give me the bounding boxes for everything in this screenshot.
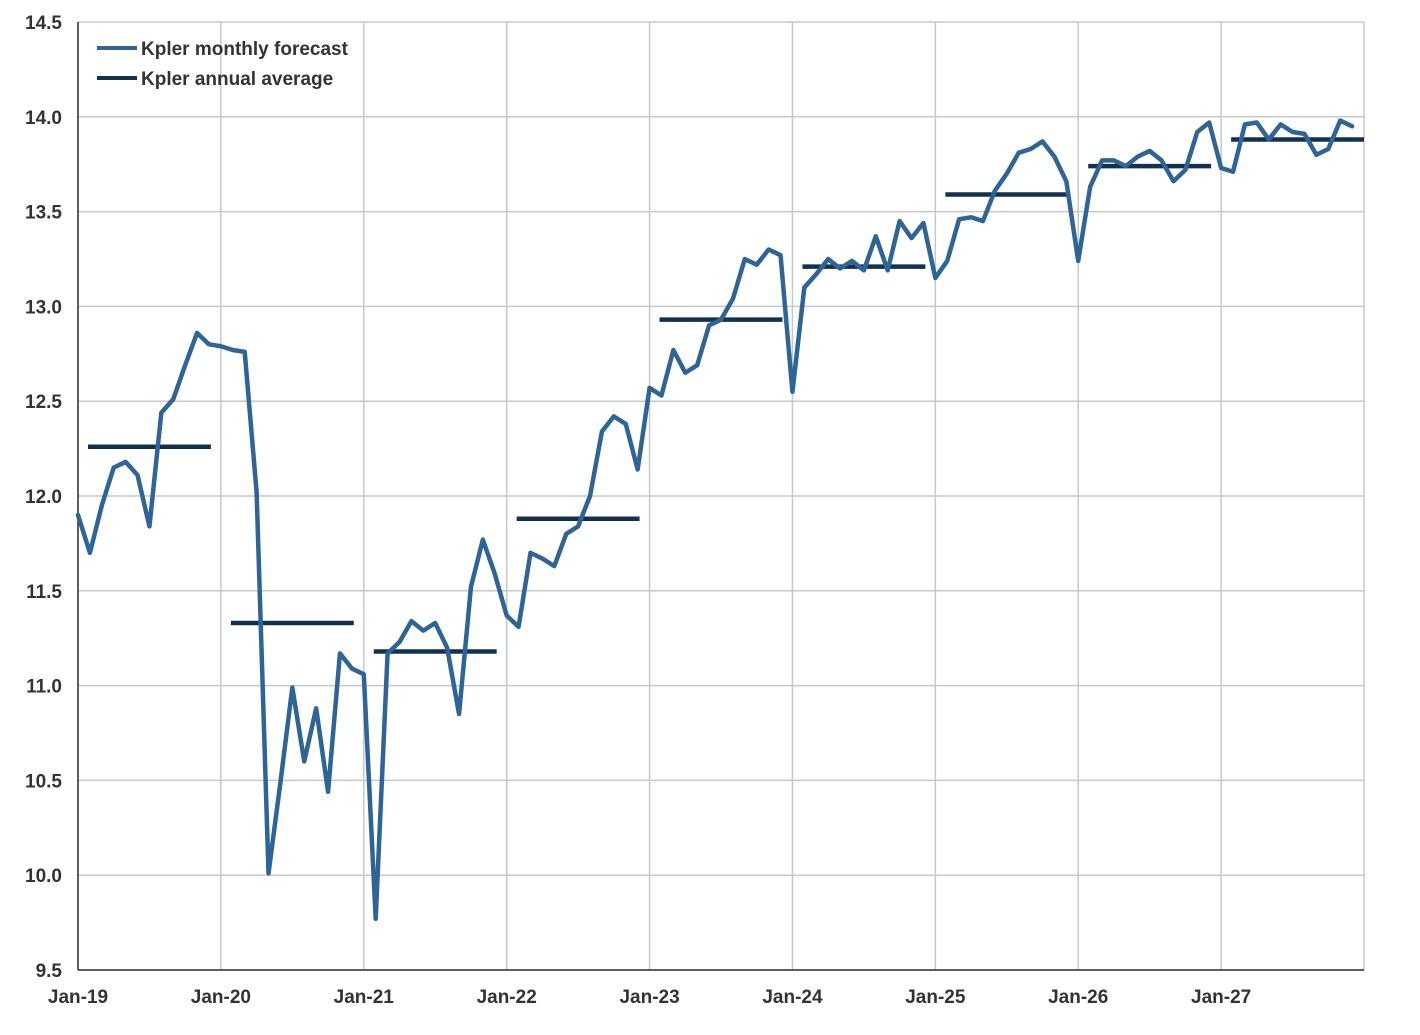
x-tick-label: Jan-25 [905, 987, 966, 1008]
y-tick-label: 12.0 [25, 487, 62, 508]
y-tick-label: 11.5 [26, 582, 62, 603]
annual-average-series [88, 140, 1364, 652]
x-tick-label: Jan-21 [334, 987, 395, 1008]
monthly-forecast-line [78, 121, 1352, 919]
y-tick-label: 10.0 [25, 866, 62, 887]
x-tick-label: Jan-23 [619, 987, 679, 1008]
legend: Kpler monthly forecast Kpler annual aver… [97, 39, 349, 90]
y-tick-label: 14.5 [25, 13, 62, 34]
monthly-forecast-series [78, 120, 1352, 918]
y-tick-label: 11.0 [26, 677, 62, 698]
x-tick-label: Jan-22 [477, 987, 537, 1008]
legend-label-monthly: Kpler monthly forecast [141, 39, 349, 60]
y-tick-label: 13.5 [25, 203, 62, 224]
legend-label-annual: Kpler annual average [141, 69, 333, 90]
x-tick-label: Jan-19 [48, 987, 108, 1008]
x-tick-label: Jan-24 [762, 987, 823, 1008]
y-tick-label: 12.5 [25, 392, 62, 413]
y-tick-label: 13.0 [25, 297, 62, 318]
x-tick-label: Jan-26 [1048, 987, 1108, 1008]
y-tick-label: 14.0 [25, 108, 62, 129]
x-tick-label: Jan-27 [1191, 987, 1251, 1008]
y-axis-tick-labels: 9.5 10.0 10.5 11.0 11.5 12.0 12.5 13.0 13.5 14.0 1… [25, 13, 62, 982]
x-tick-label: Jan-20 [191, 987, 251, 1008]
y-tick-label: 9.5 [36, 961, 63, 982]
x-axis-tick-labels: Jan-19 Jan-20 Jan-21 Jan-22 Jan-23 Jan-24 Jan-… [48, 987, 1251, 1008]
y-tick-label: 10.5 [25, 771, 62, 792]
